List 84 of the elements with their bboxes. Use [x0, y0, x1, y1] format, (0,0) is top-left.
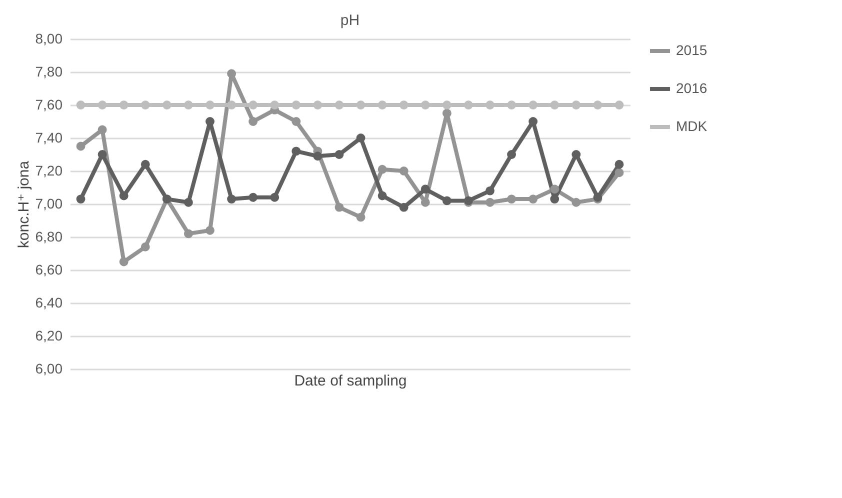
legend-label: 2016 — [676, 80, 708, 96]
y-tick-label: 6,80 — [35, 228, 63, 244]
y-tick-label: 7,00 — [35, 196, 63, 212]
point — [550, 184, 560, 194]
point — [550, 100, 560, 110]
point — [442, 196, 452, 206]
point — [614, 100, 624, 110]
point — [119, 191, 128, 200]
point — [572, 100, 581, 110]
point — [227, 194, 236, 204]
y-tick-label: 6,20 — [35, 328, 63, 344]
point — [184, 229, 193, 238]
point — [248, 100, 258, 110]
point — [227, 69, 236, 78]
y-axis-title: konc.H⁺ jona — [15, 160, 32, 248]
point — [378, 100, 387, 110]
point — [356, 212, 366, 222]
point — [593, 100, 602, 110]
point — [442, 108, 452, 118]
point — [248, 192, 258, 202]
point — [227, 100, 236, 110]
point — [550, 194, 560, 204]
point — [420, 100, 430, 110]
point — [399, 166, 408, 176]
point — [399, 202, 408, 212]
point — [486, 198, 494, 207]
y-tick-label: 6,00 — [35, 360, 63, 376]
y-tick-label: 7,60 — [35, 96, 63, 112]
chart-title: pH — [340, 12, 360, 29]
point — [206, 100, 214, 110]
point — [292, 100, 301, 110]
point — [528, 117, 538, 126]
point — [76, 194, 86, 204]
point — [248, 117, 258, 126]
y-tick-label: 8,00 — [35, 30, 63, 46]
point — [464, 100, 473, 110]
point — [399, 100, 408, 110]
y-tick-label: 6,60 — [35, 262, 63, 278]
y-tick-label: 7,40 — [35, 130, 63, 146]
point — [206, 117, 214, 126]
point — [98, 125, 107, 134]
point — [378, 164, 387, 174]
point — [614, 168, 624, 178]
point — [119, 100, 128, 110]
point — [334, 150, 344, 159]
point — [162, 100, 172, 110]
point — [184, 100, 193, 110]
point — [270, 192, 280, 202]
point — [442, 100, 452, 110]
point — [507, 100, 516, 110]
point — [98, 100, 107, 110]
point — [507, 150, 516, 159]
x-axis-title: Date of sampling — [294, 372, 407, 390]
point — [184, 198, 193, 207]
point — [206, 226, 214, 235]
point — [528, 100, 538, 110]
point — [140, 160, 150, 169]
point — [292, 146, 301, 156]
point — [334, 202, 344, 212]
point — [140, 100, 150, 110]
legend-label: 2015 — [676, 42, 708, 58]
point — [486, 186, 494, 196]
point — [378, 191, 387, 200]
y-tick-label: 6,40 — [35, 294, 63, 310]
point — [76, 100, 86, 110]
point — [119, 257, 128, 266]
point — [420, 184, 430, 194]
legend-label: MDK — [676, 118, 708, 134]
point — [334, 100, 344, 110]
point — [356, 134, 366, 142]
point — [76, 142, 86, 151]
point — [528, 194, 538, 204]
point — [614, 160, 624, 169]
point — [572, 198, 581, 207]
y-tick-label: 7,20 — [35, 162, 63, 178]
point — [507, 194, 516, 204]
point — [356, 100, 366, 110]
point — [486, 100, 494, 110]
point — [140, 242, 150, 252]
y-tick-label: 7,80 — [35, 64, 63, 80]
point — [270, 100, 280, 110]
point — [313, 152, 322, 161]
point — [292, 117, 301, 126]
point — [313, 100, 322, 110]
